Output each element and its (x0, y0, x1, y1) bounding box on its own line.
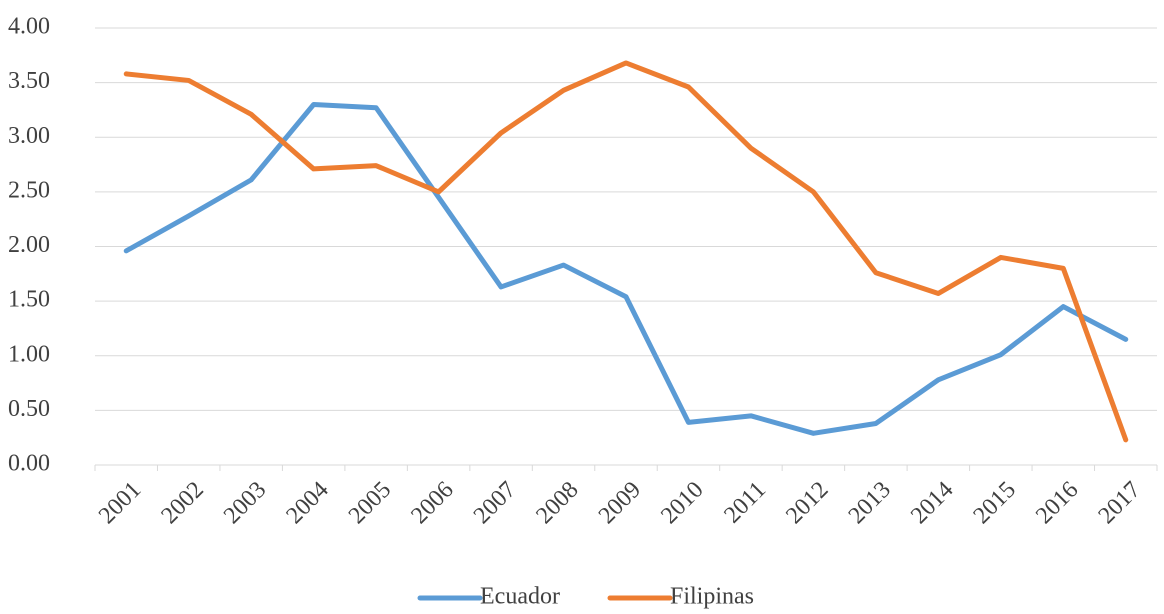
y-tick-label: 3.50 (8, 68, 50, 94)
x-tick-label: 2002 (157, 477, 209, 529)
y-tick-label: 2.50 (8, 177, 50, 203)
x-tick-label: 2009 (594, 477, 646, 529)
x-tick-label: 2013 (844, 477, 896, 529)
x-tick-label: 2004 (281, 477, 333, 529)
x-tick-label: 2011 (719, 477, 771, 529)
x-tick-label: 2003 (219, 477, 271, 529)
y-tick-label: 3.00 (8, 123, 50, 149)
y-tick-label: 4.00 (8, 14, 50, 40)
x-tick-label: 2016 (1031, 477, 1083, 529)
y-tick-label: 1.00 (8, 341, 50, 367)
x-tick-label: 2017 (1094, 477, 1146, 529)
y-tick-label: 2.00 (8, 232, 50, 258)
x-tick-label: 2008 (531, 477, 583, 529)
x-tick-label: 2010 (656, 477, 708, 529)
x-tick-label: 2012 (781, 477, 833, 529)
x-tick-label: 2006 (406, 477, 458, 529)
x-tick-label: 2015 (969, 477, 1021, 529)
y-tick-label: 1.50 (8, 287, 50, 313)
series-line (123, 60, 1129, 443)
x-tick-label: 2005 (344, 477, 396, 529)
legend-label: Filipinas (670, 584, 754, 610)
y-tick-label: 0.50 (8, 396, 50, 422)
y-tick-label: 0.00 (8, 451, 50, 477)
series-line (123, 101, 1129, 436)
x-tick-label: 2001 (94, 477, 146, 529)
x-tick-label: 2007 (469, 477, 521, 529)
legend-label: Ecuador (480, 584, 560, 610)
x-tick-label: 2014 (906, 477, 958, 529)
